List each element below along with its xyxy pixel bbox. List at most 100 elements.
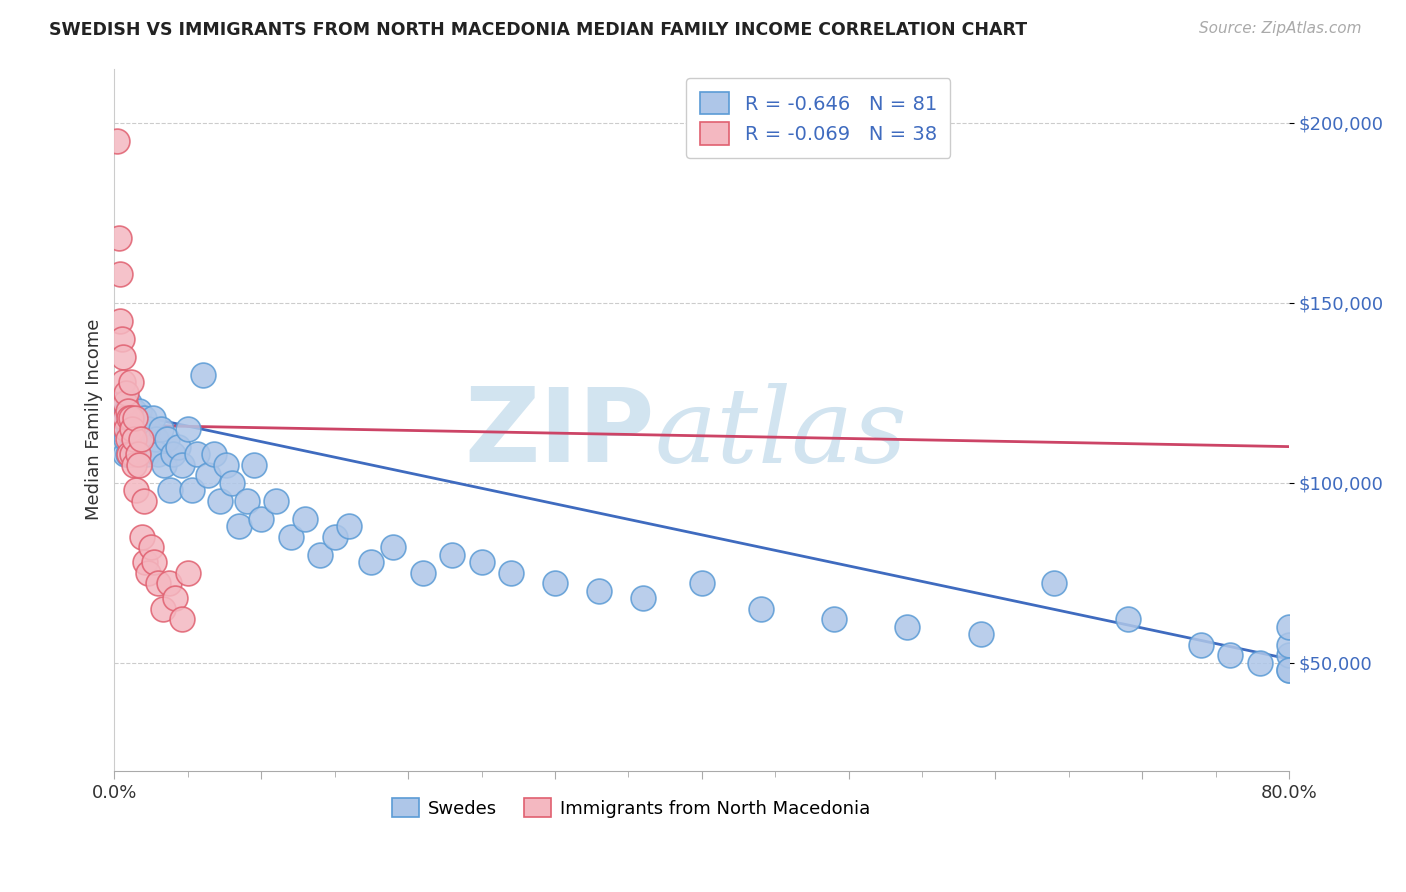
Point: [1116, 612, 1139, 626]
Point: [134, 433, 156, 447]
Point: [150, 422, 173, 436]
Point: [122, 433, 145, 447]
Point: [122, 403, 145, 417]
Point: [544, 576, 567, 591]
Point: [177, 422, 200, 436]
Point: [111, 332, 134, 346]
Point: [145, 433, 167, 447]
Point: [181, 483, 204, 497]
Point: [120, 440, 142, 454]
Point: [1278, 648, 1301, 663]
Point: [122, 433, 145, 447]
Point: [115, 403, 138, 417]
Point: [118, 410, 141, 425]
Point: [124, 410, 146, 425]
Point: [294, 511, 316, 525]
Point: [136, 422, 159, 436]
Point: [156, 433, 179, 447]
Point: [128, 458, 150, 472]
Point: [1189, 638, 1212, 652]
Point: [127, 447, 149, 461]
Point: [115, 422, 138, 436]
Point: [1278, 663, 1301, 677]
Point: [412, 566, 434, 580]
Point: [110, 313, 132, 327]
Point: [142, 410, 165, 425]
Point: [122, 458, 145, 472]
Point: [148, 576, 170, 591]
Point: [120, 410, 142, 425]
Point: [323, 530, 346, 544]
Point: [112, 375, 135, 389]
Point: [117, 447, 139, 461]
Point: [970, 627, 993, 641]
Point: [112, 350, 135, 364]
Point: [221, 475, 243, 490]
Point: [120, 410, 142, 425]
Point: [152, 601, 174, 615]
Point: [110, 267, 132, 281]
Text: SWEDISH VS IMMIGRANTS FROM NORTH MACEDONIA MEDIAN FAMILY INCOME CORRELATION CHAR: SWEDISH VS IMMIGRANTS FROM NORTH MACEDON…: [49, 21, 1028, 39]
Point: [129, 433, 152, 447]
Point: [243, 458, 266, 472]
Point: [121, 422, 143, 436]
Point: [631, 591, 654, 605]
Point: [125, 483, 148, 497]
Point: [499, 566, 522, 580]
Point: [170, 612, 193, 626]
Point: [1043, 576, 1066, 591]
Point: [228, 518, 250, 533]
Legend: Swedes, Immigrants from North Macedonia: Swedes, Immigrants from North Macedonia: [385, 791, 877, 825]
Point: [191, 368, 214, 382]
Point: [115, 433, 138, 447]
Point: [131, 447, 153, 461]
Point: [690, 576, 713, 591]
Point: [1219, 648, 1241, 663]
Point: [118, 422, 141, 436]
Point: [588, 583, 610, 598]
Text: ZIP: ZIP: [464, 384, 655, 484]
Point: [441, 548, 464, 562]
Point: [105, 134, 128, 148]
Point: [1278, 620, 1301, 634]
Point: [186, 447, 208, 461]
Point: [132, 493, 155, 508]
Point: [121, 447, 143, 461]
Point: [114, 447, 136, 461]
Point: [111, 396, 134, 410]
Point: [153, 458, 176, 472]
Point: [1249, 656, 1271, 670]
Point: [118, 396, 141, 410]
Point: [896, 620, 918, 634]
Point: [128, 403, 150, 417]
Point: [360, 555, 382, 569]
Point: [202, 447, 225, 461]
Point: [129, 422, 152, 436]
Point: [125, 447, 148, 461]
Point: [139, 541, 162, 555]
Point: [280, 530, 302, 544]
Point: [1278, 638, 1301, 652]
Point: [382, 541, 405, 555]
Point: [135, 447, 157, 461]
Text: Source: ZipAtlas.com: Source: ZipAtlas.com: [1198, 21, 1361, 37]
Point: [162, 447, 184, 461]
Point: [157, 576, 180, 591]
Point: [163, 591, 186, 605]
Point: [197, 468, 219, 483]
Point: [115, 385, 138, 400]
Point: [125, 422, 148, 436]
Point: [108, 422, 131, 436]
Point: [170, 458, 193, 472]
Point: [749, 601, 772, 615]
Point: [136, 566, 159, 580]
Point: [117, 433, 139, 447]
Point: [112, 410, 135, 425]
Point: [118, 447, 141, 461]
Point: [127, 433, 149, 447]
Point: [143, 555, 166, 569]
Point: [139, 440, 162, 454]
Point: [823, 612, 845, 626]
Y-axis label: Median Family Income: Median Family Income: [86, 319, 103, 520]
Point: [148, 447, 170, 461]
